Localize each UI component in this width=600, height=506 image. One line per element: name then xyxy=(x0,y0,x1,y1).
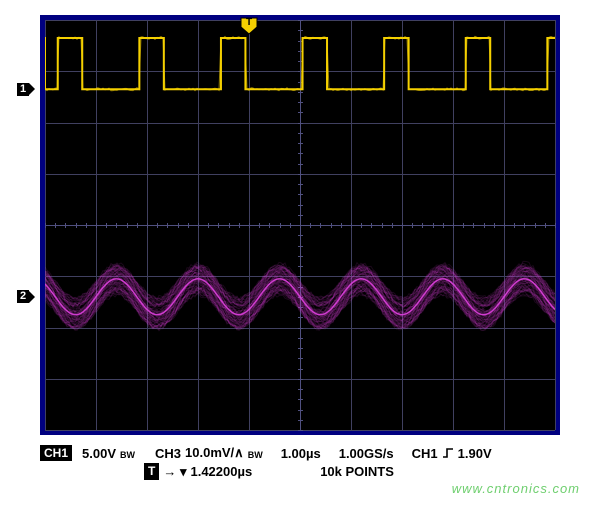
channel-1-marker: 1 xyxy=(17,81,39,97)
bw1: BW xyxy=(120,450,135,460)
channel-2-marker: 2 xyxy=(17,289,39,305)
record-length: 10k POINTS xyxy=(320,464,394,479)
bw2: BW xyxy=(248,450,263,460)
readout-line-1: CH1 5.00V BW CH3 10.0mV/∧ BW 1.00µs 1.00GS… xyxy=(40,445,560,461)
channel-1-label: 1 xyxy=(17,83,29,96)
readout-panel: CH1 5.00V BW CH3 10.0mV/∧ BW 1.00µs 1.00GS… xyxy=(40,445,560,482)
ch3-label: CH3 xyxy=(155,446,181,461)
ch1-scale: 5.00V xyxy=(82,446,116,461)
signal-layer xyxy=(45,20,555,430)
trig-delay: 1.42200µs xyxy=(190,464,252,479)
trig-delay-arrow: → ▾ xyxy=(163,464,186,480)
scope-frame: T 1 2 xyxy=(40,15,560,435)
ch1-badge: CH1 xyxy=(40,445,72,461)
ch3-scale: 10.0mV/∧ xyxy=(185,445,244,461)
trigger-label: T xyxy=(240,17,258,28)
trigger-marker: T xyxy=(240,17,258,33)
trig-source: CH1 xyxy=(412,446,438,461)
readout-line-2: T → ▾ 1.42200µs 10k POINTS xyxy=(40,463,560,479)
sample-rate: 1.00GS/s xyxy=(339,446,394,461)
timebase: 1.00µs xyxy=(281,446,321,461)
trig-level: 1.90V xyxy=(458,446,492,461)
channel-2-label: 2 xyxy=(17,290,29,303)
watermark: www.cntronics.com xyxy=(452,481,580,496)
rising-edge-icon xyxy=(442,447,454,459)
trig-delay-badge: T xyxy=(144,463,159,479)
